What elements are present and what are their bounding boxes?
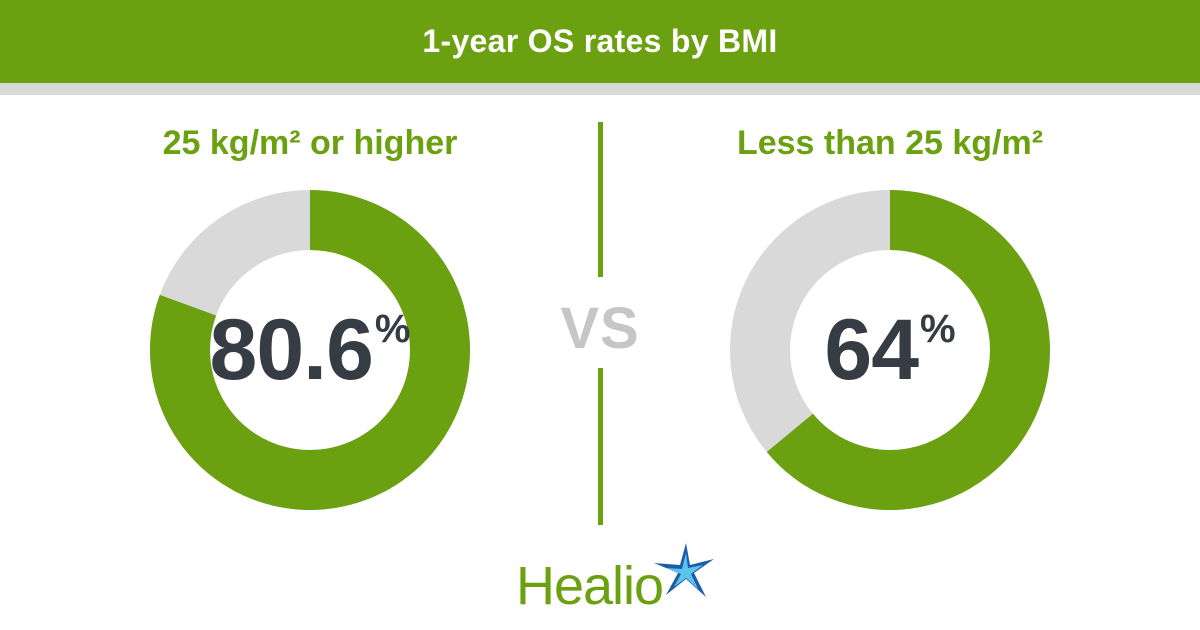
percent-value-high-bmi: 80.6 <box>209 302 374 398</box>
healio-logo: Healio <box>516 543 716 616</box>
donut-svg-low-bmi <box>730 190 1050 510</box>
chart-title: 1-year OS rates by BMI <box>422 23 778 59</box>
percent-sign-low-bmi: % <box>920 307 956 351</box>
star-icon <box>654 543 714 597</box>
header-banner: 1-year OS rates by BMI <box>0 0 1200 83</box>
right-panel-label: Less than 25 kg/m² <box>736 124 1044 162</box>
vs-label: VS <box>560 296 640 361</box>
percent-readout-high-bmi: 80.6 % <box>150 190 470 510</box>
percent-sign-high-bmi: % <box>374 307 411 351</box>
donut-arc-low-bmi <box>766 190 1050 510</box>
left-panel-label: 25 kg/m² or higher <box>162 124 458 162</box>
divider-top <box>598 122 603 277</box>
donut-arc-high-bmi <box>150 190 470 510</box>
donut-svg-high-bmi <box>150 190 470 510</box>
donut-chart-high-bmi: 80.6 % <box>150 190 470 510</box>
header-rule <box>0 83 1200 95</box>
divider-bottom <box>598 368 603 525</box>
donut-chart-low-bmi: 64 % <box>730 190 1050 510</box>
healio-wordmark: Healio <box>516 556 664 616</box>
percent-readout-low-bmi: 64 % <box>730 190 1050 510</box>
percent-value-low-bmi: 64 <box>824 302 919 398</box>
